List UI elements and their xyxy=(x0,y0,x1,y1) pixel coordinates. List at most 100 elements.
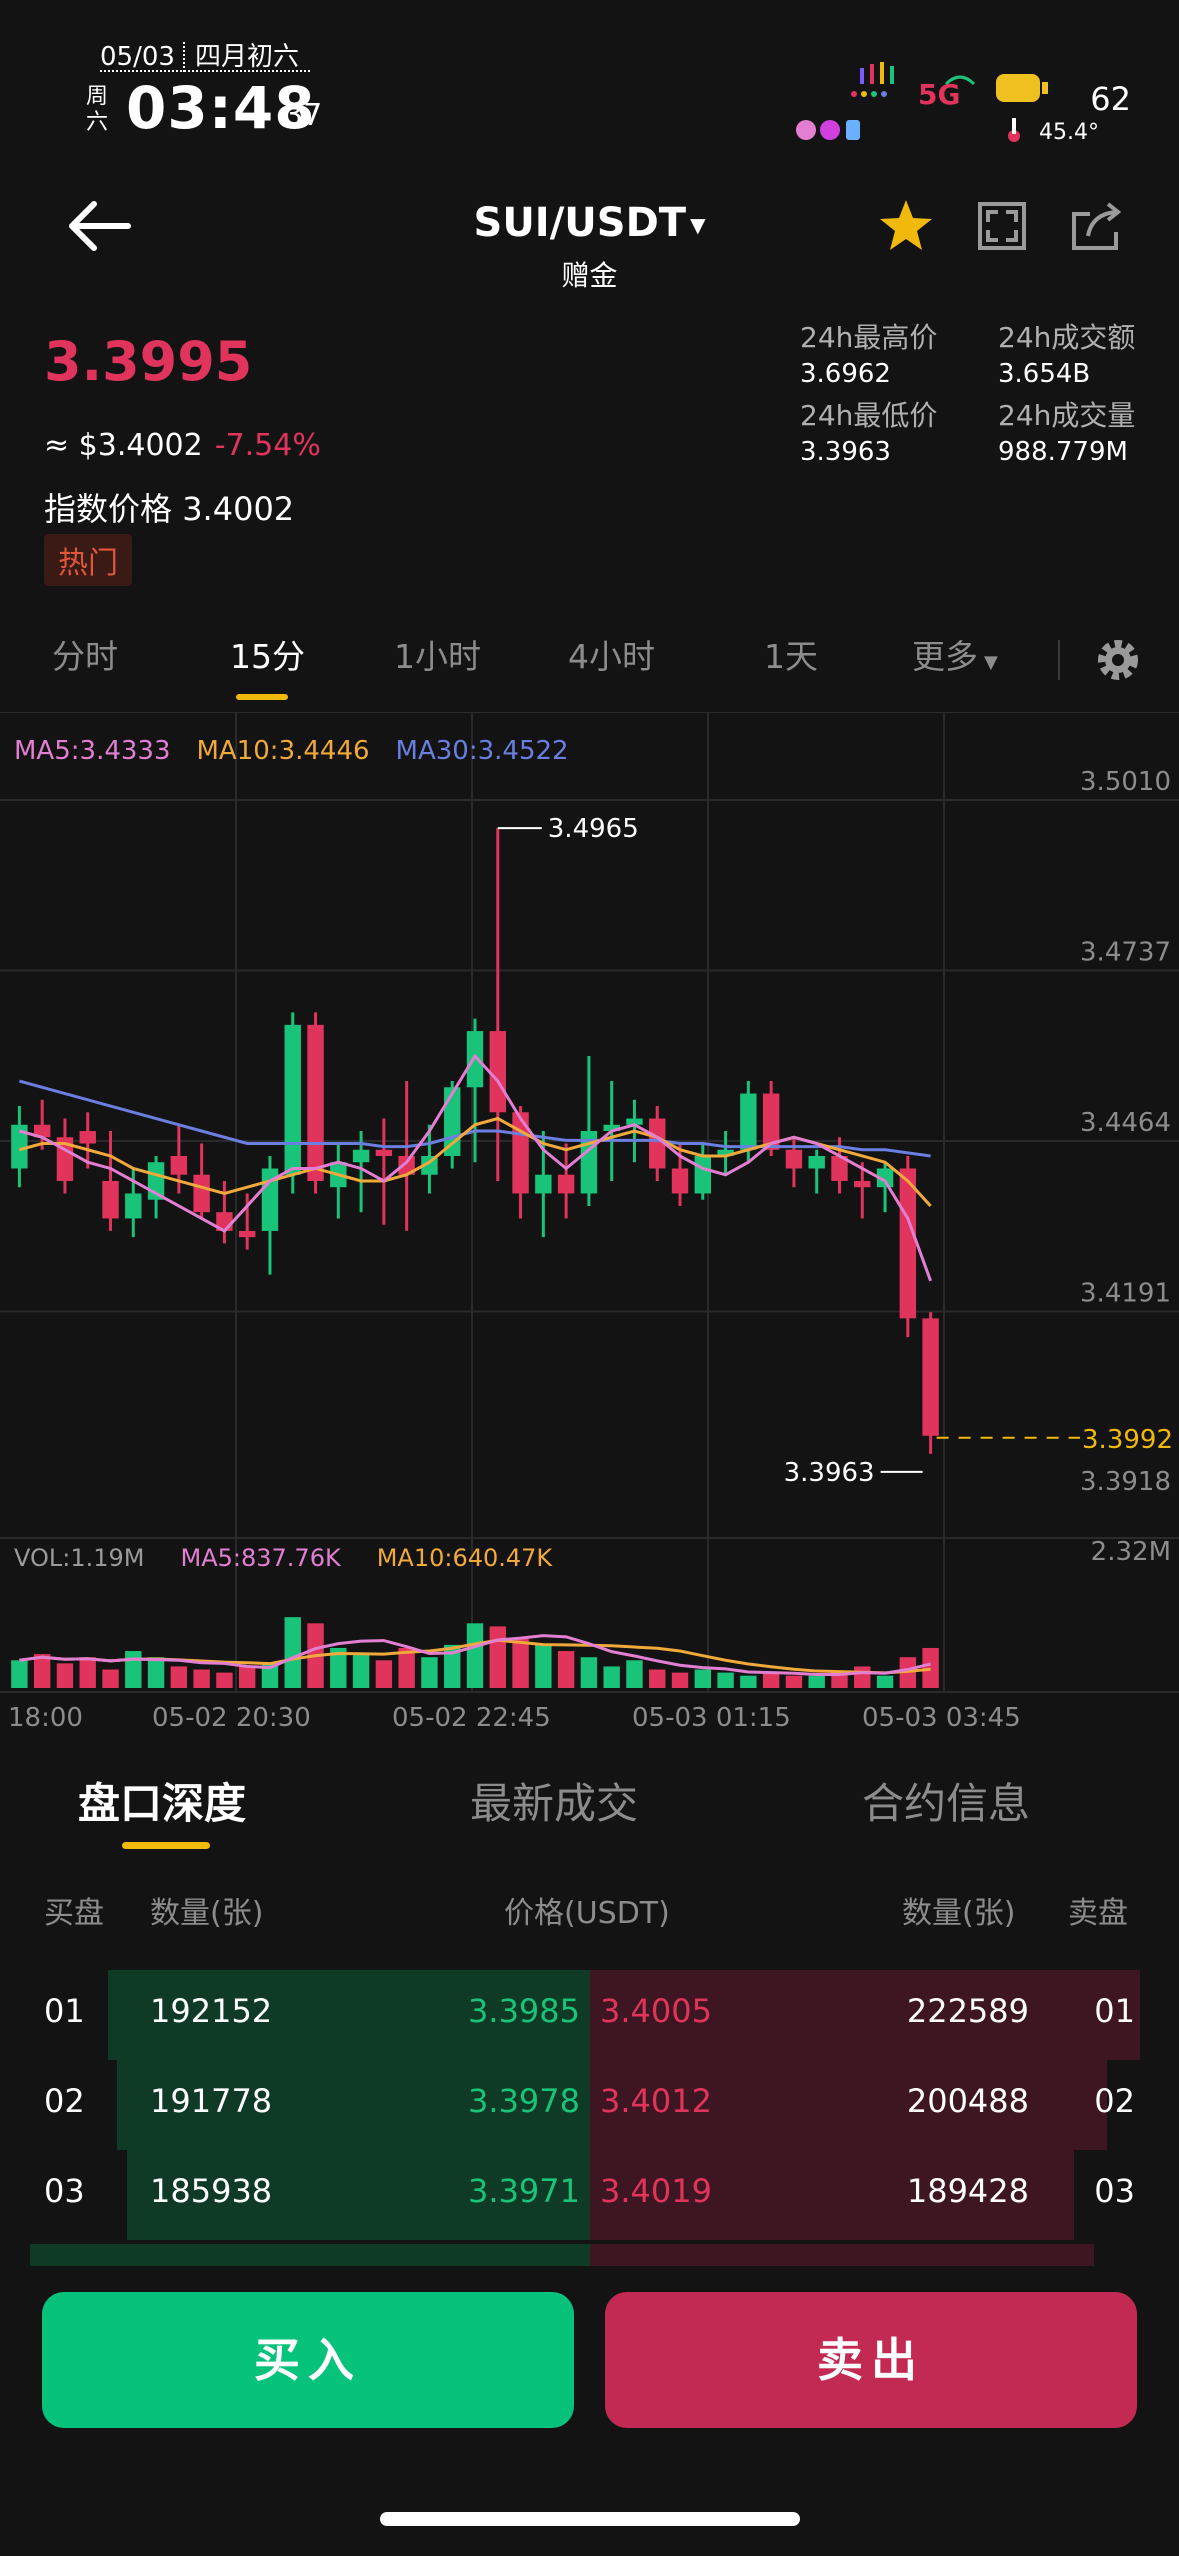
tab-divider xyxy=(1058,640,1060,680)
ask-quantity: 189428 xyxy=(906,2172,1029,2210)
candle-body xyxy=(717,1149,734,1156)
bid-depth-bar xyxy=(117,2060,590,2150)
sell-button[interactable]: 卖出 xyxy=(605,2292,1137,2428)
candle-body xyxy=(193,1174,210,1213)
vol-ma5-label: MA5:837.76K xyxy=(180,1544,341,1572)
tab-4h[interactable]: 4小时 xyxy=(568,637,655,676)
wifi-icon xyxy=(944,75,976,86)
gear-icon[interactable] xyxy=(1092,634,1144,686)
candle-body xyxy=(102,1180,119,1219)
volume-bar xyxy=(102,1669,119,1688)
candle-body xyxy=(671,1168,689,1194)
bid-price: 3.3978 xyxy=(468,2082,580,2120)
y-tick-label: 3.4737 xyxy=(1080,938,1171,968)
buy-button[interactable]: 买入 xyxy=(42,2292,574,2428)
orderbook-row[interactable]: 02 191778 3.3978 3.4012 200488 02 xyxy=(0,2060,1179,2150)
volume-ma5-line xyxy=(19,1634,931,1676)
stat-24h-volume: 24h成交量 988.779M xyxy=(998,398,1135,470)
last-price: 3.3995 xyxy=(44,330,253,393)
volume-bar xyxy=(193,1669,210,1688)
tab-timeline[interactable]: 分时 xyxy=(52,637,118,676)
fullscreen-icon[interactable] xyxy=(972,196,1032,256)
volume-bar xyxy=(831,1672,848,1688)
back-arrow-icon[interactable] xyxy=(64,196,134,256)
candle-body xyxy=(444,1087,461,1156)
y-tick-label: 3.4191 xyxy=(1080,1279,1171,1309)
volume-bar xyxy=(603,1666,620,1688)
tab-latest-trades[interactable]: 最新成交 xyxy=(470,1779,639,1828)
usd-price-line: ≈ $3.4002 -7.54% xyxy=(44,428,321,463)
candle-body xyxy=(170,1155,188,1175)
usd-price: ≈ $3.4002 xyxy=(44,428,203,463)
candle-body xyxy=(876,1168,894,1188)
stat-label: 24h成交量 xyxy=(998,399,1136,432)
candle-body xyxy=(466,1031,484,1088)
moon-icon xyxy=(820,120,840,140)
pair-subtitle: 赠金 xyxy=(561,259,618,292)
volume-bar xyxy=(56,1663,74,1688)
x-tick-label: 05-02 22:45 xyxy=(392,1703,551,1733)
tab-more-label: 更多 xyxy=(912,637,978,676)
candle-body xyxy=(740,1093,757,1150)
kline-chart[interactable]: 3.5010 3.4737 3.4464 3.4191 3.3918 18:00 05-02… xyxy=(0,712,1179,1742)
volume-bar xyxy=(466,1623,484,1688)
tab-1d[interactable]: 1天 xyxy=(764,637,818,676)
tab-depth[interactable]: 盘口深度 xyxy=(78,1779,247,1828)
thermometer-icon xyxy=(1008,130,1020,142)
orderbook-row[interactable]: 03 185938 3.3971 3.4019 189428 03 xyxy=(0,2150,1179,2240)
tab-more[interactable]: 更多 ▼ xyxy=(912,630,998,678)
ma-legend: MA5:3.4333 MA10:3.4446 MA30:3.4522 xyxy=(14,736,595,766)
candle-body xyxy=(603,1124,620,1132)
volume-bar xyxy=(580,1657,598,1688)
volume-bar xyxy=(762,1672,780,1688)
interval-tabs: 分时 15分 1小时 4小时 1天 更多 ▼ xyxy=(0,630,1179,710)
ask-level: 02 xyxy=(1094,2082,1135,2120)
tab-contract-info[interactable]: 合约信息 xyxy=(862,1779,1031,1828)
volume-bar xyxy=(79,1657,96,1688)
orderbook-row[interactable]: 01 192152 3.3985 3.4005 222589 01 xyxy=(0,1970,1179,2060)
stat-24h-turnover: 24h成交额 3.654B xyxy=(998,320,1135,392)
kline-svg[interactable]: 3.5010 3.4737 3.4464 3.4191 3.3918 18:00 05-02… xyxy=(0,712,1179,1742)
bid-level: 03 xyxy=(44,2172,85,2210)
tab-1h[interactable]: 1小时 xyxy=(394,637,481,676)
index-price-line: 指数价格 3.4002 xyxy=(44,484,294,530)
header-qty-left: 数量(张) xyxy=(150,1896,264,1931)
star-icon[interactable] xyxy=(876,196,936,256)
y-tick-label: 3.5010 xyxy=(1080,767,1171,797)
bid-level: 02 xyxy=(44,2082,85,2120)
vol-label: VOL:1.19M xyxy=(14,1544,145,1572)
ask-price: 3.4019 xyxy=(600,2172,712,2210)
volume-bar xyxy=(740,1675,757,1688)
date-text: 05/03 xyxy=(100,42,175,72)
volume-axis-label: 2.32M xyxy=(1091,1537,1171,1567)
bid-price: 3.3985 xyxy=(468,1992,580,2030)
stat-label: 24h成交额 xyxy=(998,321,1136,354)
volume-bar xyxy=(785,1675,803,1688)
bluetooth-icon xyxy=(846,120,860,140)
candle-body xyxy=(854,1180,871,1188)
ask-level: 01 xyxy=(1094,1992,1135,2030)
candle-body xyxy=(535,1174,552,1194)
candle-body xyxy=(79,1131,96,1144)
candle-body xyxy=(626,1118,643,1125)
ask-depth-bar xyxy=(590,2150,1074,2240)
ask-quantity: 200488 xyxy=(906,2082,1029,2120)
active-tab-indicator xyxy=(236,694,288,700)
tab-15min[interactable]: 15分 xyxy=(230,637,305,676)
ask-level: 03 xyxy=(1094,2172,1135,2210)
share-icon[interactable] xyxy=(1066,196,1126,256)
volume-bar xyxy=(238,1666,256,1688)
home-indicator[interactable] xyxy=(380,2512,800,2526)
x-tick-label: 05-03 01:15 xyxy=(632,1703,791,1733)
candle-body xyxy=(762,1093,780,1150)
pair-selector[interactable]: SUI/USDT ▼ xyxy=(0,200,1179,246)
volume-bar xyxy=(922,1647,939,1688)
candle-body xyxy=(785,1149,803,1169)
candle-body xyxy=(489,1031,506,1113)
stat-24h-high: 24h最高价 3.6962 xyxy=(800,320,937,392)
volume-bar xyxy=(170,1666,188,1688)
volume-bar xyxy=(489,1626,506,1688)
ask-depth-bar xyxy=(590,2244,1094,2266)
volume-bar xyxy=(352,1654,370,1688)
bid-quantity: 192152 xyxy=(150,1992,273,2030)
